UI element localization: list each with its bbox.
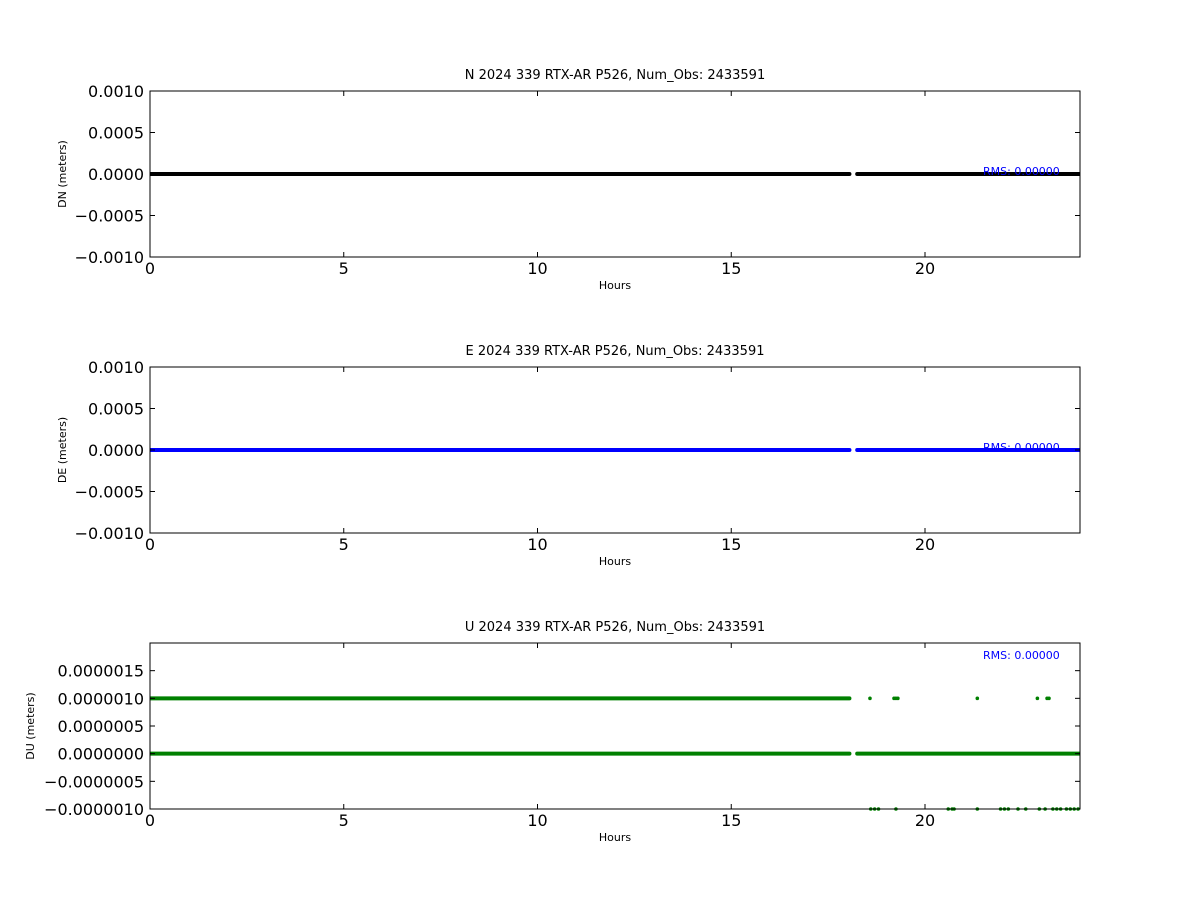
- data-point: [975, 696, 980, 701]
- y-tick-label: 0.0005: [88, 124, 144, 143]
- x-tick-label: 0: [145, 811, 155, 830]
- y-tick-label: −0.0000010: [44, 800, 144, 819]
- x-tick-label: 10: [527, 535, 547, 554]
- x-tick-label: 5: [339, 535, 349, 554]
- rms-annotation: RMS: 0.00000: [983, 441, 1060, 454]
- x-tick-label: 15: [721, 259, 741, 278]
- panel-title: U 2024 339 RTX-AR P526, Num_Obs: 2433591: [465, 620, 765, 635]
- x-tick-label: 0: [145, 535, 155, 554]
- x-tick-label: 20: [915, 535, 935, 554]
- data-point: [1035, 696, 1040, 701]
- x-axis-label: Hours: [599, 555, 631, 568]
- y-axis-label: DE (meters): [56, 417, 69, 483]
- y-axis-label: DU (meters): [24, 692, 37, 759]
- y-tick-label: −0.0005: [75, 483, 144, 502]
- x-axis-label: Hours: [599, 831, 631, 844]
- x-tick-label: 5: [339, 811, 349, 830]
- panel-title: N 2024 339 RTX-AR P526, Num_Obs: 2433591: [465, 68, 765, 83]
- data-point: [896, 696, 900, 701]
- y-tick-label: −0.0000005: [44, 772, 144, 791]
- panel-title: E 2024 339 RTX-AR P526, Num_Obs: 2433591: [466, 344, 765, 359]
- y-tick-label: 0.0000: [88, 441, 144, 460]
- y-tick-label: 0.0000: [88, 165, 144, 184]
- y-tick-label: 0.0005: [88, 400, 144, 419]
- y-tick-label: −0.0005: [75, 207, 144, 226]
- x-tick-label: 20: [915, 811, 935, 830]
- panel-2: E 2024 339 RTX-AR P526, Num_Obs: 2433591…: [56, 344, 1081, 568]
- panel-3: U 2024 339 RTX-AR P526, Num_Obs: 2433591…: [24, 620, 1081, 844]
- data-point: [1047, 696, 1051, 701]
- x-tick-label: 15: [721, 535, 741, 554]
- x-tick-label: 15: [721, 811, 741, 830]
- y-tick-label: 0.0000005: [57, 717, 144, 736]
- x-tick-label: 5: [339, 259, 349, 278]
- y-tick-label: −0.0010: [75, 248, 144, 267]
- y-tick-label: 0.0000010: [57, 689, 144, 708]
- x-axis-label: Hours: [599, 279, 631, 292]
- x-tick-label: 10: [527, 811, 547, 830]
- rms-annotation: RMS: 0.00000: [983, 649, 1060, 662]
- data-point: [868, 696, 872, 701]
- x-tick-label: 20: [915, 259, 935, 278]
- rms-annotation: RMS: 0.00000: [983, 165, 1060, 178]
- y-tick-label: 0.0010: [88, 82, 144, 101]
- y-tick-label: −0.0010: [75, 524, 144, 543]
- x-tick-label: 10: [527, 259, 547, 278]
- plot-frame: [149, 642, 1081, 810]
- y-tick-label: 0.0010: [88, 358, 144, 377]
- y-tick-label: 0.0000015: [57, 662, 144, 681]
- y-tick-label: 0.0000000: [57, 745, 144, 764]
- panel-1: N 2024 339 RTX-AR P526, Num_Obs: 2433591…: [56, 68, 1081, 292]
- x-tick-label: 0: [145, 259, 155, 278]
- data-marks: [150, 696, 1080, 811]
- y-axis-label: DN (meters): [56, 140, 69, 208]
